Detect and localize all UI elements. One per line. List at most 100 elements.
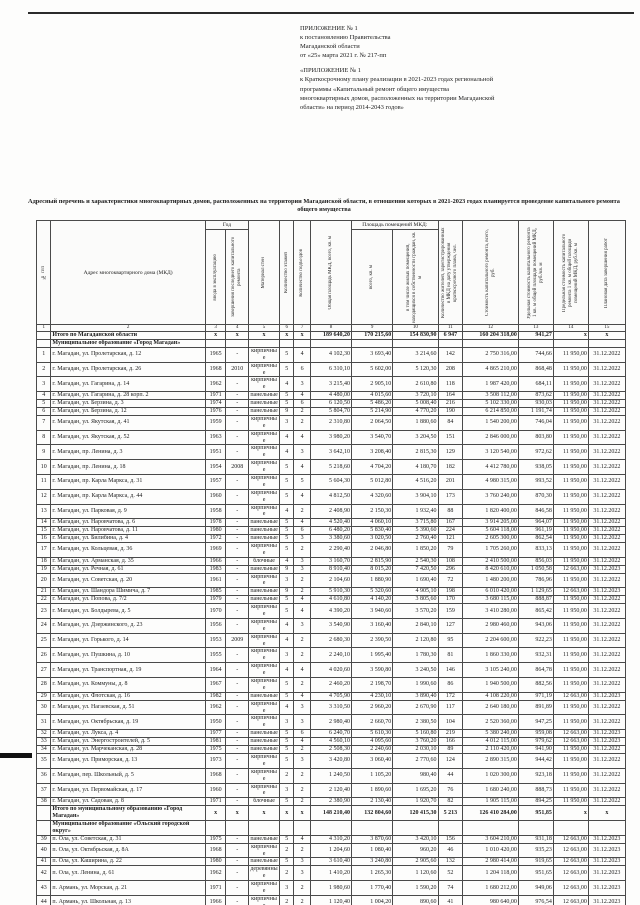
cell: г. Магадан, ул. Пролетарская, д. 12 — [50, 346, 206, 363]
cell: 1 004,20 — [351, 894, 394, 905]
cell: 1961 — [204, 572, 227, 589]
cell: 3 420,80 — [309, 752, 353, 769]
cell: 159 — [437, 603, 464, 619]
cell: 31.12.2023 — [587, 691, 627, 701]
cell: Муниципальное образование «Город Магадан… — [50, 338, 206, 348]
cell: 1972 — [204, 534, 227, 543]
cell: 803,80 — [517, 429, 554, 446]
cell: 15 — [35, 526, 52, 536]
cell: 172 — [437, 691, 464, 701]
cell: г. Магадан, ул. Попова, д. 7/2 — [50, 595, 206, 605]
cell: 1 780,30 — [392, 647, 439, 664]
cell: 5 610,30 — [351, 729, 394, 739]
cell: кирпичные — [248, 699, 280, 716]
cell: 86 — [437, 677, 464, 693]
cell: - — [225, 518, 250, 528]
cell: 2 046,80 — [351, 542, 394, 558]
cell: 24 — [35, 617, 52, 634]
cell: 11 950,00 — [552, 346, 589, 363]
cell: 14 — [35, 518, 52, 528]
cell: 12 663,00 — [552, 587, 589, 597]
cell: г. Магадан, ул. Кольцевая, д. 36 — [50, 542, 206, 558]
cell: 746,04 — [517, 414, 554, 431]
cell: 2 408,90 — [309, 503, 353, 520]
cell: 4 108 220,00 — [462, 691, 519, 701]
cell: - — [225, 587, 250, 597]
col-header-total-area-label: Общая площадь МКД, всего, кв. м — [327, 235, 333, 310]
cell: 1977 — [204, 729, 227, 739]
cell: г. Магадан, ул. Советская, д. 20 — [50, 572, 206, 589]
col-header-residents: Количество жителей, зарегистрированных в… — [437, 219, 464, 326]
col-header-max-cost: Предельная стоимость капитального ремонт… — [552, 219, 589, 326]
cell: г. Магадан, ул. Наровчатова, д. 6 — [50, 518, 206, 528]
cell: 951,85 — [517, 805, 554, 821]
cell: 1 880,90 — [351, 572, 394, 589]
cell: 5 214,90 — [351, 406, 394, 416]
cell: 3 680 115,00 — [462, 595, 519, 605]
cell: 4 705,90 — [309, 691, 353, 701]
cell: кирпичные — [248, 572, 280, 589]
cell: 31.12.2023 — [587, 729, 627, 739]
cell: панельные — [248, 534, 280, 543]
cell: г. Магадан, ул. Берзина, д. 3 — [50, 399, 206, 408]
cell: кирпичные — [248, 542, 280, 558]
cell: 1 050,58 — [517, 564, 554, 574]
cell — [248, 819, 280, 836]
cell: панельные — [248, 518, 280, 528]
cell: 4 516,20 — [392, 473, 439, 490]
cell: - — [225, 429, 250, 446]
cell: 2 240,10 — [309, 647, 353, 664]
cell — [517, 338, 554, 348]
cell: блочные — [248, 797, 280, 807]
cell: 4 095,60 — [351, 737, 394, 747]
cell: 3 310,50 — [309, 699, 353, 716]
cell: 1966 — [204, 556, 227, 566]
cell: 2 — [293, 842, 311, 859]
cell: 2 680,30 — [309, 632, 353, 649]
cell: 1 — [35, 346, 52, 363]
cell: 5 120,30 — [392, 361, 439, 378]
cell: кирпичные — [248, 361, 280, 378]
cell: 4 412 780,00 — [462, 459, 519, 475]
cell: 224 — [437, 526, 464, 536]
cell: кирпичные — [248, 880, 280, 896]
cell: 5 — [278, 542, 295, 558]
table-row: 39 п. Ола, ул. Советская, д. 31 1975- панел… — [35, 834, 627, 844]
cell: х — [225, 331, 250, 340]
cell: 40 — [35, 842, 52, 859]
cell: 5 602,00 — [351, 361, 394, 378]
cell: 2 960,20 — [351, 699, 394, 716]
cell: 882,56 — [517, 677, 554, 693]
cell: 3 215,40 — [309, 376, 353, 393]
cell: 38 — [35, 797, 52, 807]
cell: 868,48 — [517, 361, 554, 378]
cell: 4 — [278, 662, 295, 679]
cell: 2 240,60 — [351, 745, 394, 754]
cell: 5 — [278, 834, 295, 844]
cell: 3 — [278, 880, 295, 896]
cell: 89 — [437, 745, 464, 754]
table-row: 4 г. Магадан, ул. Гагарина, д. 28 корп. 2… — [35, 391, 627, 401]
cell: кирпичные — [248, 752, 280, 769]
cell: 6 010 420,00 — [462, 587, 519, 597]
cell: 1975 — [204, 834, 227, 844]
cell: 3 914 205,00 — [462, 518, 519, 528]
cell: х — [278, 805, 295, 821]
cell: 4 610,80 — [309, 595, 353, 605]
cell: 13 — [35, 503, 52, 520]
cell: 4 905,10 — [392, 587, 439, 597]
cell: 2 198,70 — [351, 677, 394, 693]
cell: - — [225, 662, 250, 679]
cell: 4 — [278, 617, 295, 634]
cell: 3 980,20 — [309, 429, 353, 446]
cell: 1 265,30 — [351, 865, 394, 882]
cell: панельные — [248, 391, 280, 401]
table-row: 32 г. Магадан, ул. Лукса, д. 4 1977- панель… — [35, 729, 627, 739]
table-row: 31 г. Магадан, ул. Октябрьская, д. 19 1950… — [35, 714, 627, 731]
cell: 1962 — [204, 376, 227, 393]
cell: 1965 — [204, 346, 227, 363]
cell: 31.12.2022 — [587, 677, 627, 693]
cell: 891,89 — [517, 699, 554, 716]
appendix-line: ПРИЛОЖЕНИЕ № 1 — [300, 25, 358, 32]
cell — [552, 338, 589, 348]
